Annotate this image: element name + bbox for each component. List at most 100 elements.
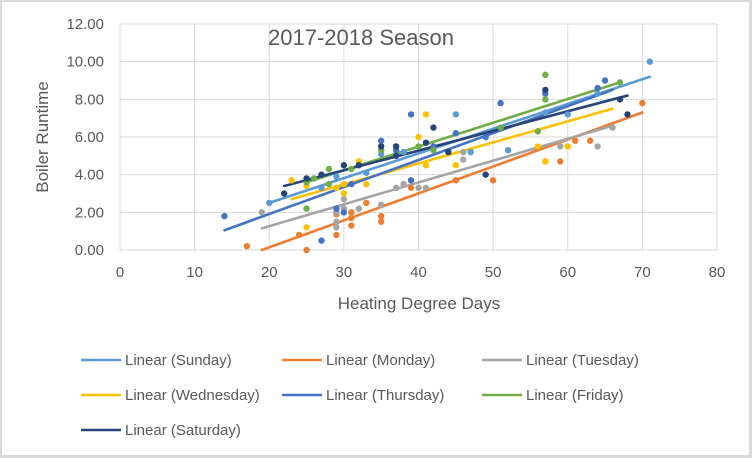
data-point-wednesday (415, 133, 422, 141)
data-point-thursday (497, 99, 504, 107)
x-tick-label: 50 (485, 264, 502, 281)
x-tick-label: 20 (261, 264, 278, 281)
x-tick-label: 70 (634, 264, 651, 281)
data-point-wednesday (542, 158, 549, 165)
data-point-friday (303, 205, 310, 212)
data-point-monday (377, 212, 385, 220)
data-point-tuesday (340, 195, 348, 203)
data-point-monday (348, 214, 355, 222)
legend-item-friday: Linear (Friday) (482, 387, 624, 404)
x-tick-label: 80 (709, 264, 726, 281)
trendlines (223, 75, 652, 252)
x-tick-label: 10 (186, 264, 203, 281)
data-point-monday (363, 199, 370, 207)
data-point-monday (407, 184, 415, 192)
data-point-monday (303, 246, 310, 254)
data-point-monday (243, 243, 251, 250)
data-point-thursday (348, 180, 355, 188)
data-point-thursday (482, 133, 489, 141)
data-point-wednesday (333, 184, 340, 192)
data-point-monday (348, 209, 355, 216)
data-point-monday (586, 137, 594, 144)
legend-label-friday: Linear (Friday) (526, 387, 624, 404)
data-point-sunday (318, 184, 325, 192)
data-point-sunday (400, 148, 407, 156)
data-point-tuesday (415, 184, 422, 192)
data-point-friday (534, 128, 542, 135)
data-point-thursday (407, 111, 415, 118)
legend-label-saturday: Linear (Saturday) (125, 422, 241, 439)
data-point-friday (616, 79, 624, 86)
data-point-tuesday (609, 124, 616, 131)
data-point-monday (348, 222, 355, 229)
legend-item-thursday: Linear (Thursday) (282, 387, 444, 404)
data-point-wednesday (288, 177, 295, 184)
legend-label-thursday: Linear (Thursday) (326, 387, 444, 404)
data-point-sunday (266, 199, 273, 207)
data-point-tuesday (333, 218, 340, 225)
trendline-wednesday (290, 107, 614, 201)
legend-item-saturday: Linear (Saturday) (81, 422, 241, 439)
legend-item-wednesday: Linear (Wednesday) (81, 387, 260, 404)
data-point-tuesday (392, 184, 400, 192)
y-tick-label: 6.00 (75, 129, 104, 146)
data-point-sunday (452, 111, 460, 118)
data-point-friday (542, 71, 549, 79)
data-point-thursday (333, 205, 340, 212)
data-point-wednesday (422, 111, 430, 118)
data-point-wednesday (363, 180, 370, 188)
trendline-tuesday (260, 124, 614, 230)
data-point-friday (430, 146, 437, 154)
data-point-saturday (303, 175, 310, 182)
data-point-tuesday (258, 209, 265, 216)
y-tick-label: 8.00 (75, 91, 104, 108)
data-point-wednesday (534, 143, 542, 150)
data-point-thursday (377, 137, 385, 144)
data-point-sunday (333, 173, 340, 180)
data-point-saturday (430, 124, 437, 131)
data-point-saturday (280, 190, 288, 197)
legend-label-wednesday: Linear (Wednesday) (125, 387, 260, 404)
data-point-monday (333, 231, 340, 239)
legend-item-monday: Linear (Monday) (282, 352, 435, 369)
data-point-monday (639, 99, 646, 107)
data-point-friday (415, 143, 422, 150)
x-tick-label: 0 (116, 264, 124, 281)
data-point-tuesday (355, 205, 362, 212)
data-point-sunday (564, 111, 571, 118)
legend-label-tuesday: Linear (Tuesday) (526, 352, 639, 369)
data-point-tuesday (594, 143, 601, 150)
y-axis-title: Boiler Runtime (33, 81, 52, 193)
data-point-wednesday (422, 162, 430, 169)
data-point-sunday (594, 90, 601, 97)
data-point-saturday (340, 162, 348, 169)
legend-item-tuesday: Linear (Tuesday) (482, 352, 639, 369)
data-point-tuesday (377, 201, 385, 208)
data-point-saturday (445, 148, 452, 156)
data-point-thursday (407, 177, 415, 184)
data-point-wednesday (340, 180, 348, 188)
data-point-saturday (624, 111, 631, 118)
data-point-friday (310, 175, 318, 182)
data-point-friday (325, 180, 333, 188)
legend-label-sunday: Linear (Sunday) (125, 352, 232, 369)
x-tick-label: 60 (559, 264, 576, 281)
data-point-monday (557, 158, 564, 165)
chart-title: 2017-2018 Season (268, 25, 454, 50)
data-point-thursday (221, 212, 228, 220)
data-point-saturday (392, 152, 400, 160)
data-point-thursday (452, 130, 460, 137)
y-tick-label: 2.00 (75, 204, 104, 221)
data-point-monday (572, 137, 579, 144)
data-point-friday (497, 124, 504, 131)
data-point-monday (489, 177, 497, 184)
data-point-friday (542, 96, 549, 103)
y-tick-label: 0.00 (75, 242, 104, 259)
tick-labels: 0 10 20 30 40 50 60 70 80 0.00 2.00 4.00 6.00 8.00 10.… (66, 16, 725, 281)
legend-item-sunday: Linear (Sunday) (81, 352, 232, 369)
x-axis-title: Heating Degree Days (338, 294, 501, 313)
data-point-saturday (422, 139, 430, 146)
data-point-sunday (363, 169, 370, 176)
